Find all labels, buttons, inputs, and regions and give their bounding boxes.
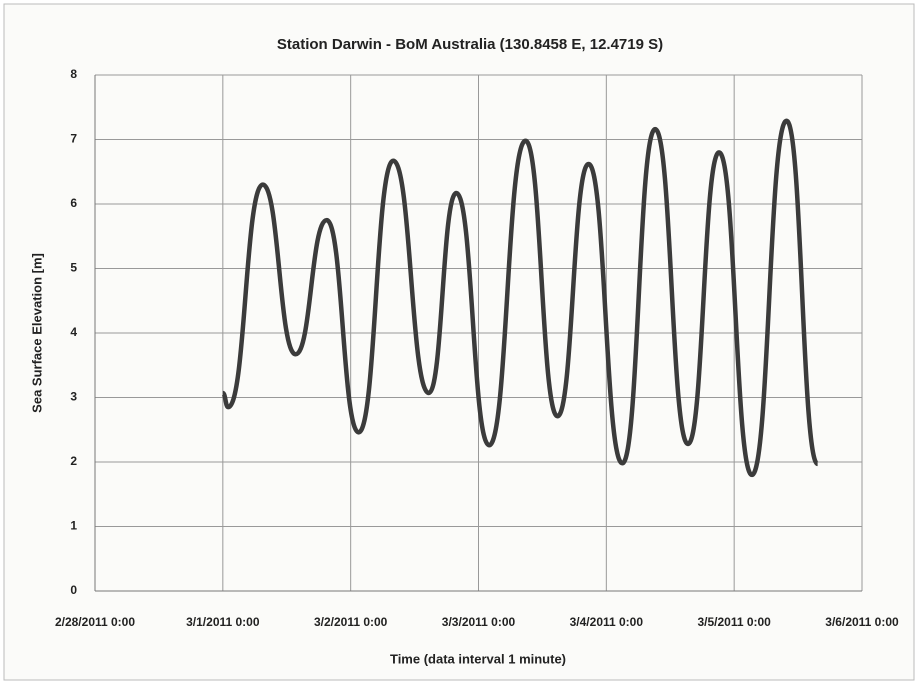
x-tick-label: 3/4/2011 0:00	[570, 615, 644, 629]
y-tick-label: 3	[70, 390, 77, 404]
y-tick-label: 5	[70, 261, 77, 275]
x-axis-label: Time (data interval 1 minute)	[390, 651, 566, 666]
chart-title: Station Darwin - BoM Australia (130.8458…	[277, 36, 663, 53]
y-tick-label: 0	[70, 583, 77, 597]
y-tick-label: 6	[70, 196, 77, 210]
y-tick-label: 2	[70, 454, 77, 468]
data-line	[221, 118, 820, 478]
x-tick-label: 3/6/2011 0:00	[825, 615, 899, 629]
y-tick-label: 4	[70, 325, 77, 339]
y-tick-label: 1	[70, 519, 77, 533]
chart-frame	[3, 3, 915, 681]
y-axis-label: Sea Surface Elevation [m]	[29, 253, 44, 413]
x-tick-label: 3/2/2011 0:00	[314, 615, 388, 629]
x-tick-label: 3/3/2011 0:00	[442, 615, 516, 629]
y-tick-label: 8	[70, 67, 77, 81]
x-tick-label: 2/28/2011 0:00	[55, 615, 135, 629]
x-tick-label: 3/5/2011 0:00	[697, 615, 771, 629]
x-tick-label: 3/1/2011 0:00	[186, 615, 260, 629]
y-tick-label: 7	[70, 132, 77, 146]
